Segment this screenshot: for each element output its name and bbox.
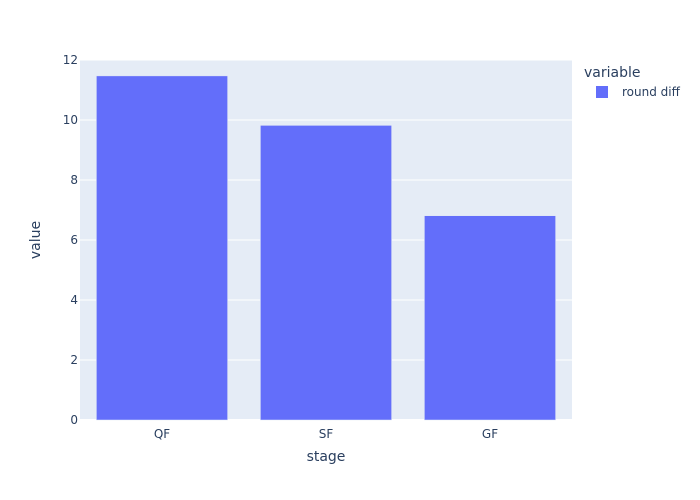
y-tick-label: 4 <box>70 293 78 307</box>
y-tick-label: 2 <box>70 353 78 367</box>
y-tick-label: 10 <box>63 113 78 127</box>
y-tick-label: 6 <box>70 233 78 247</box>
x-tick-label: GF <box>482 427 498 441</box>
x-tick-label: QF <box>154 427 170 441</box>
bar-qf[interactable] <box>96 75 228 421</box>
y-tick-label: 12 <box>63 53 78 67</box>
x-axis-title: stage <box>307 449 346 465</box>
x-tick-label: SF <box>319 427 334 441</box>
legend-item[interactable]: round diff <box>596 85 681 99</box>
legend-item-label: round diff <box>622 85 681 99</box>
bar-sf[interactable] <box>260 125 392 421</box>
y-axis-title: value <box>28 221 44 259</box>
y-tick-label: 8 <box>70 173 78 187</box>
y-axis-ticks: 0 2 4 6 8 10 12 <box>63 53 78 427</box>
legend[interactable]: variable round diff <box>584 65 681 99</box>
bar-gf[interactable] <box>424 215 556 421</box>
legend-title: variable <box>584 65 640 81</box>
bars[interactable] <box>96 75 556 421</box>
x-axis-ticks: QF SF GF <box>154 427 498 441</box>
legend-swatch <box>596 86 608 98</box>
y-tick-label: 0 <box>70 413 78 427</box>
